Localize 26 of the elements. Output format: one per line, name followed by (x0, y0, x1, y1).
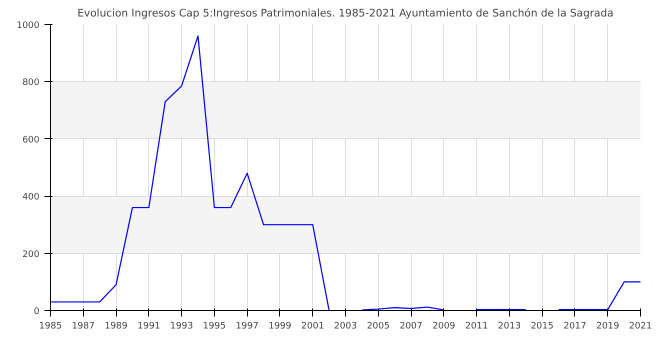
y-tick-label: 600 (22, 135, 40, 146)
x-tick-label: 2007 (400, 322, 423, 332)
x-tick-label: 2019 (596, 322, 620, 332)
x-tick-label: 2011 (465, 322, 488, 332)
y-tick-label: 0 (34, 307, 40, 317)
x-tick-label: 1987 (72, 322, 95, 332)
x-tick-label: 1991 (137, 322, 160, 332)
x-tick-label: 1993 (170, 322, 194, 332)
x-tick-label: 2003 (334, 322, 357, 332)
x-tick-label: 1999 (268, 322, 292, 332)
y-tick-label: 1000 (16, 21, 40, 31)
x-tick-label: 1995 (202, 322, 226, 332)
y-tick-label: 800 (22, 78, 40, 88)
chart-title: Evolucion Ingresos Cap 5:Ingresos Patrimoniales. 1985-2021 Ayuntamiento de Sanchón de la Sagrada (77, 8, 614, 20)
x-tick-label: 2001 (301, 322, 324, 332)
x-tick-label: 2017 (563, 322, 586, 332)
x-tick-label: 2013 (498, 322, 521, 332)
x-tick-label: 2015 (530, 322, 554, 332)
x-tick-label: 1989 (104, 322, 128, 332)
x-tick-label: 1997 (236, 322, 259, 332)
x-tick-label: 2009 (432, 322, 456, 332)
x-tick-label: 2005 (366, 322, 390, 332)
y-tick-label: 400 (22, 192, 40, 203)
x-tick-label: 2021 (629, 322, 652, 332)
y-tick-label: 200 (22, 250, 40, 260)
x-tick-label: 1985 (39, 322, 62, 332)
